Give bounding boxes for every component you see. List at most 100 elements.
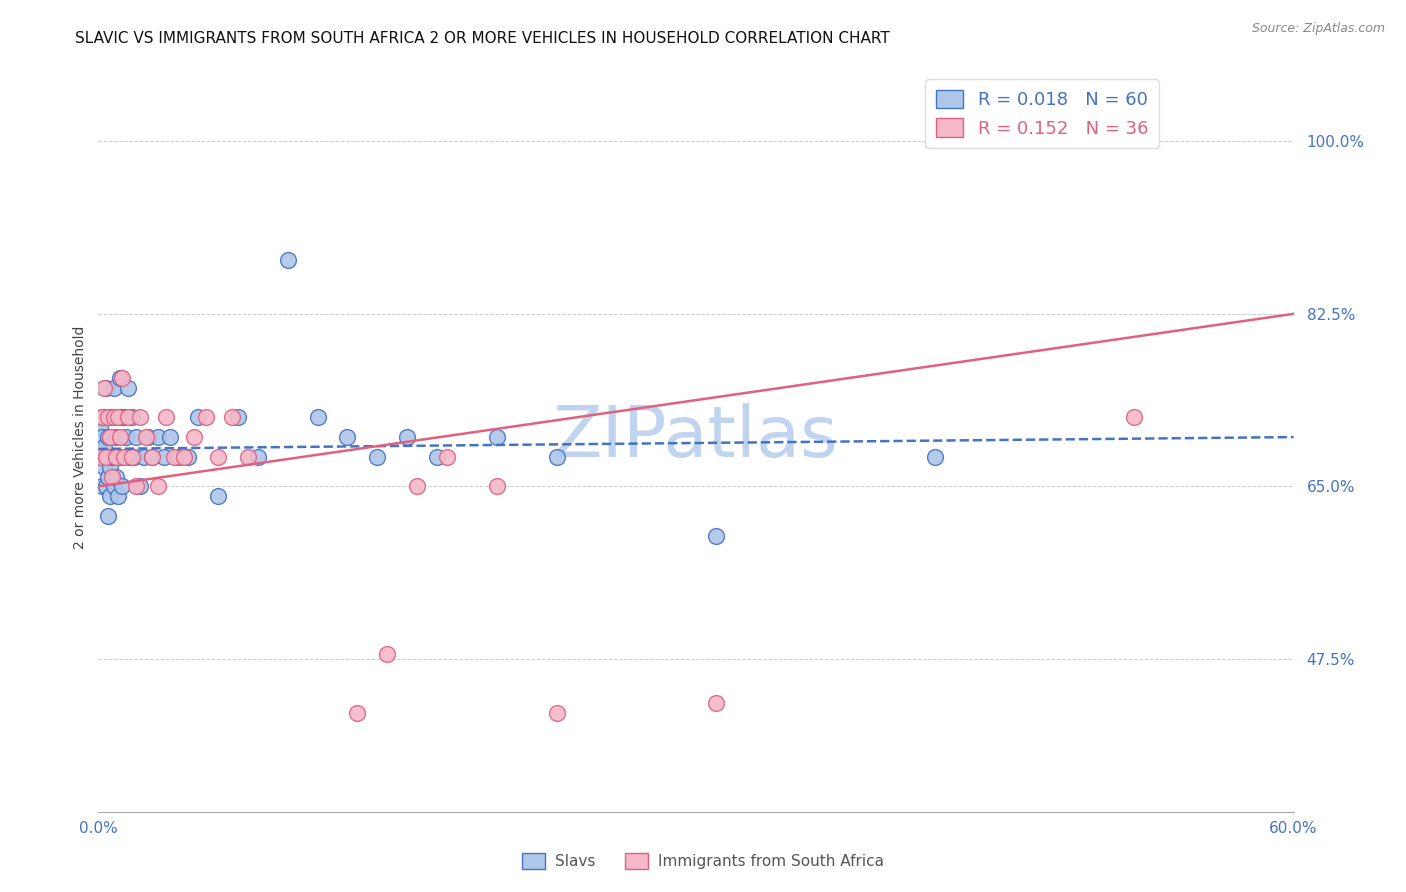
Point	[436, 450, 458, 464]
Point	[91, 410, 114, 425]
Point	[704, 529, 727, 543]
Point	[91, 479, 114, 493]
Point	[155, 410, 177, 425]
Text: ZIPatlas: ZIPatlas	[553, 402, 839, 472]
Point	[96, 381, 118, 395]
Point	[89, 450, 111, 464]
Point	[103, 410, 125, 425]
Point	[375, 647, 398, 661]
Point	[207, 489, 229, 503]
Point	[221, 410, 243, 425]
Point	[93, 410, 115, 425]
Point	[117, 381, 139, 395]
Point	[89, 450, 111, 464]
Point	[93, 459, 115, 474]
Point	[115, 430, 138, 444]
Point	[546, 450, 568, 464]
Point	[93, 381, 115, 395]
Point	[97, 430, 120, 444]
Point	[924, 450, 946, 464]
Point	[129, 410, 152, 425]
Point	[546, 706, 568, 720]
Point	[148, 430, 170, 444]
Point	[112, 450, 135, 464]
Point	[135, 430, 157, 444]
Point	[96, 479, 118, 493]
Point	[136, 430, 159, 444]
Point	[98, 430, 122, 444]
Point	[277, 252, 299, 267]
Point	[346, 706, 368, 720]
Point	[117, 410, 139, 425]
Point	[110, 430, 132, 444]
Legend: Slavs, Immigrants from South Africa: Slavs, Immigrants from South Africa	[516, 847, 890, 875]
Point	[111, 479, 134, 493]
Point	[101, 450, 124, 464]
Point	[121, 410, 143, 425]
Point	[111, 371, 134, 385]
Point	[110, 371, 132, 385]
Point	[107, 450, 129, 464]
Text: SLAVIC VS IMMIGRANTS FROM SOUTH AFRICA 2 OR MORE VEHICLES IN HOUSEHOLD CORRELATI: SLAVIC VS IMMIGRANTS FROM SOUTH AFRICA 2…	[75, 31, 889, 46]
Point	[105, 430, 128, 444]
Point	[167, 450, 190, 464]
Point	[103, 479, 125, 493]
Point	[173, 450, 195, 464]
Point	[97, 469, 120, 483]
Point	[112, 410, 135, 425]
Point	[183, 430, 205, 444]
Point	[107, 489, 129, 503]
Point	[101, 410, 124, 425]
Point	[1123, 410, 1146, 425]
Point	[112, 450, 135, 464]
Point	[98, 410, 122, 425]
Point	[406, 479, 429, 493]
Point	[163, 450, 186, 464]
Point	[93, 440, 115, 454]
Point	[153, 450, 176, 464]
Point	[246, 450, 269, 464]
Point	[103, 381, 125, 395]
Point	[98, 489, 122, 503]
Point	[97, 508, 120, 523]
Point	[134, 450, 156, 464]
Point	[103, 450, 125, 464]
Point	[141, 450, 163, 464]
Point	[98, 459, 122, 474]
Point	[485, 479, 508, 493]
Point	[124, 450, 146, 464]
Point	[97, 410, 120, 425]
Point	[89, 420, 111, 434]
Point	[91, 410, 114, 425]
Point	[148, 479, 170, 493]
Point	[110, 410, 132, 425]
Point	[207, 450, 229, 464]
Point	[96, 450, 118, 464]
Point	[120, 450, 142, 464]
Point	[485, 430, 508, 444]
Point	[177, 450, 200, 464]
Point	[336, 430, 359, 444]
Point	[187, 410, 209, 425]
Point	[704, 696, 727, 710]
Point	[121, 450, 143, 464]
Point	[129, 479, 152, 493]
Point	[91, 430, 114, 444]
Point	[236, 450, 259, 464]
Text: Source: ZipAtlas.com: Source: ZipAtlas.com	[1251, 22, 1385, 36]
Point	[141, 450, 163, 464]
Point	[125, 430, 148, 444]
Point	[125, 479, 148, 493]
Point	[195, 410, 218, 425]
Y-axis label: 2 or more Vehicles in Household: 2 or more Vehicles in Household	[73, 326, 87, 549]
Point	[101, 469, 124, 483]
Point	[226, 410, 249, 425]
Point	[426, 450, 449, 464]
Point	[159, 430, 181, 444]
Point	[366, 450, 388, 464]
Point	[307, 410, 329, 425]
Point	[96, 450, 118, 464]
Point	[107, 410, 129, 425]
Legend: R = 0.018   N = 60, R = 0.152   N = 36: R = 0.018 N = 60, R = 0.152 N = 36	[925, 79, 1159, 148]
Point	[396, 430, 419, 444]
